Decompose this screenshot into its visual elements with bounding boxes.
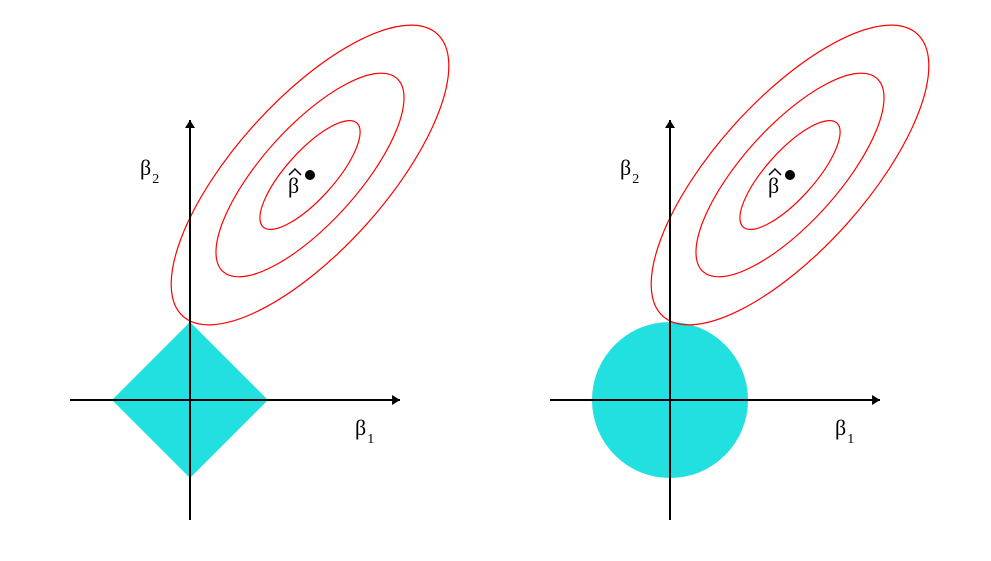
beta-hat-point — [305, 170, 315, 180]
x-axis-arrow — [872, 395, 880, 405]
panel-right: β1 β2 β — [550, 0, 973, 520]
beta-hat-label: β — [288, 173, 299, 198]
beta-hat-label: β — [768, 173, 779, 198]
x-axis-arrow — [392, 395, 400, 405]
contour-ellipse-2 — [607, 0, 973, 366]
x-axis-label: β1 — [355, 415, 374, 447]
panel-left: β1 β2 β — [70, 0, 493, 520]
contour-ellipse-2 — [127, 0, 493, 366]
contour-group — [127, 0, 493, 366]
x-axis-label: β1 — [835, 415, 854, 447]
y-axis-label: β2 — [620, 155, 639, 187]
figure-svg: β1 β2 β β1 β2 β — [0, 0, 991, 561]
contour-group — [607, 0, 973, 366]
figure-canvas: β1 β2 β β1 β2 β — [0, 0, 991, 561]
y-axis-arrow — [665, 120, 675, 128]
y-axis-arrow — [185, 120, 195, 128]
beta-hat-point — [785, 170, 795, 180]
y-axis-label: β2 — [140, 155, 159, 187]
